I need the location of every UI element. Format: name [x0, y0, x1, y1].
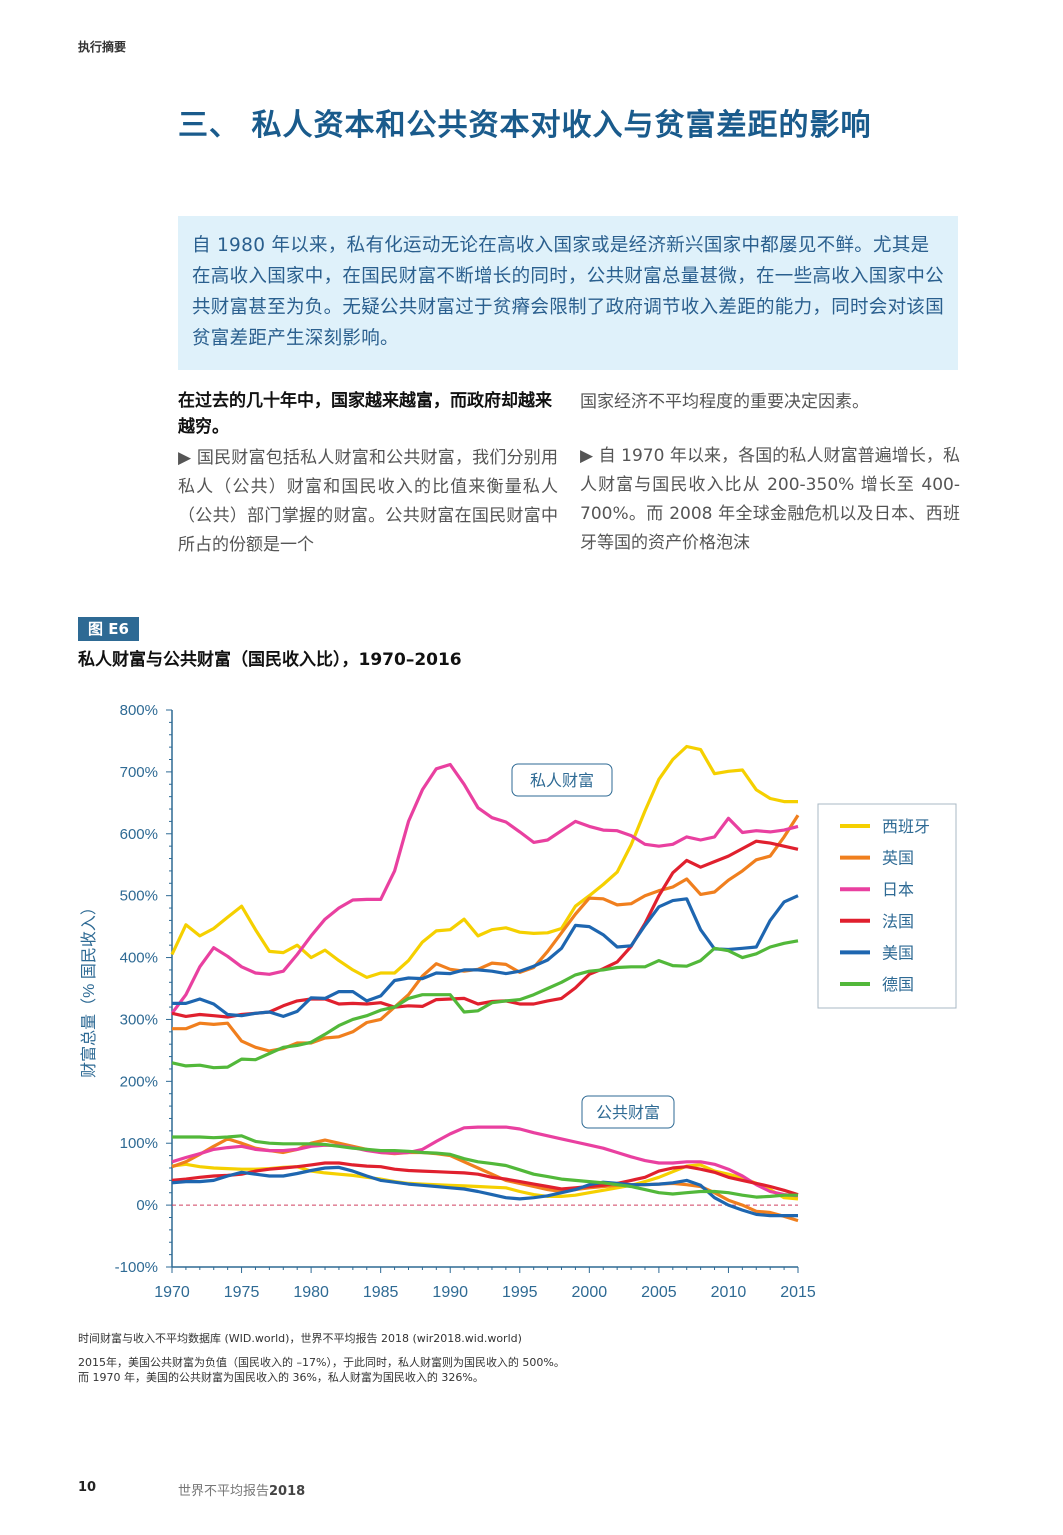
note-line-2: 而 1970 年，美国的公共财富为国民收入的 36%，私人财富为国民收入的 32…	[78, 1371, 484, 1384]
legend-label-法国: 法国	[882, 913, 914, 931]
y-axis-label: 财富总量（% 国民收入）	[80, 899, 98, 1078]
figure-title: 私人财富与公共财富（国民收入比），1970–2016	[78, 650, 462, 670]
annotation-public-wealth-box	[581, 1095, 675, 1129]
y-tick-label: 400%	[120, 950, 158, 967]
wealth-chart: -100% 0% 100% 200% 300% 400% 500% 600% 700% 800% 1…	[60, 690, 980, 1314]
y-tick-label: 100%	[120, 1135, 158, 1152]
lead-sentence: 在过去的几十年中，国家越来越富，而政府却越来越穷。	[178, 391, 552, 437]
section-label: 执行摘要	[78, 40, 127, 54]
legend-label-美国: 美国	[882, 944, 914, 962]
x-tick-label: 2015	[780, 1284, 816, 1301]
y-tick-label: 200%	[120, 1073, 158, 1090]
footer-report-year: 2018	[269, 1484, 306, 1499]
footer-report-name: 世界不平均报告	[178, 1484, 270, 1499]
paragraph-1: ▶ 国民财富包括私人财富和公共财富，我们分别用私人（公共）财富和国民收入的比值来…	[178, 448, 558, 555]
y-tick-label: 700%	[120, 764, 158, 781]
annotation-private-wealth: 私人财富	[530, 772, 594, 790]
series-private-法国	[171, 839, 799, 1019]
footer-report-title: 世界不平均报告2018	[178, 1480, 305, 1499]
series-public-德国	[172, 1134, 798, 1199]
figure-note: 2015年，美国公共财富为负值（国民收入的 –17%），于此同时，私人财富则为国…	[78, 1355, 565, 1385]
legend-box	[817, 803, 957, 1009]
series-private-美国	[172, 894, 799, 1018]
legend-label-西班牙: 西班牙	[882, 818, 930, 836]
legend-label-日本: 日本	[882, 881, 914, 899]
x-tick-label: 2005	[641, 1284, 677, 1301]
annotation-public-wealth: 公共财富	[596, 1104, 660, 1122]
paragraph-1-continued: 国家经济不平均程度的重要决定因素。	[580, 392, 869, 412]
series-public-日本	[171, 1125, 799, 1198]
x-tick-label: 1980	[293, 1284, 329, 1301]
legend-label-德国: 德国	[882, 976, 914, 994]
figure-badge: 图 E6	[78, 617, 139, 641]
y-tick-label: 0%	[136, 1197, 158, 1214]
page-title: 三、 私人资本和公共资本对收入与贫富差距的影响	[178, 108, 872, 143]
series-public-美国	[171, 1165, 798, 1218]
x-tick-label: 2010	[711, 1284, 747, 1301]
series-private-德国	[171, 939, 799, 1070]
annotation-private-wealth-box	[511, 763, 613, 797]
paragraph-2: ▶ 自 1970 年以来，各国的私人财富普遍增长，私人财富与国民收入比从 200…	[580, 446, 960, 553]
y-tick-label: 500%	[120, 888, 158, 905]
callout-text: 自 1980 年以来，私有化运动无论在高收入国家或是经济新兴国家中都屡见不鲜。尤…	[192, 235, 945, 349]
figure-source: 时间财富与收入不平均数据库 (WID.world)，世界不平均报告 2018 (…	[78, 1332, 522, 1345]
left-column: 在过去的几十年中，国家越来越富，而政府却越来越穷。 ▶ 国民财富包括私人财富和公…	[178, 388, 558, 560]
x-tick-label: 1990	[432, 1284, 468, 1301]
legend-label-英国: 英国	[882, 850, 914, 868]
series-private-日本	[170, 762, 799, 1015]
chart-svg: -100% 0% 100% 200% 300% 400% 500% 600% 700% 800% 1…	[80, 702, 957, 1301]
summary-callout: 自 1980 年以来，私有化运动无论在高收入国家或是经济新兴国家中都屡见不鲜。尤…	[178, 216, 958, 370]
x-tick-label: 1975	[224, 1284, 260, 1301]
y-tick-label: 800%	[120, 702, 158, 719]
y-tick-label: 300%	[120, 1011, 158, 1028]
series-public-法国	[171, 1161, 799, 1197]
x-tick-label: 1970	[154, 1284, 190, 1301]
page-number: 10	[78, 1480, 97, 1495]
y-tick-label: -100%	[115, 1259, 158, 1276]
x-tick-label: 1985	[363, 1284, 399, 1301]
x-tick-label: 1995	[502, 1284, 538, 1301]
x-tick-label: 2000	[572, 1284, 608, 1301]
y-tick-label: 600%	[120, 826, 158, 843]
series-private-西班牙	[170, 744, 798, 979]
right-column: 国家经济不平均程度的重要决定因素。 ▶ 自 1970 年以来，各国的私人财富普遍…	[580, 388, 960, 558]
note-line-1: 2015年，美国公共财富为负值（国民收入的 –17%），于此同时，私人财富则为国…	[78, 1356, 565, 1369]
